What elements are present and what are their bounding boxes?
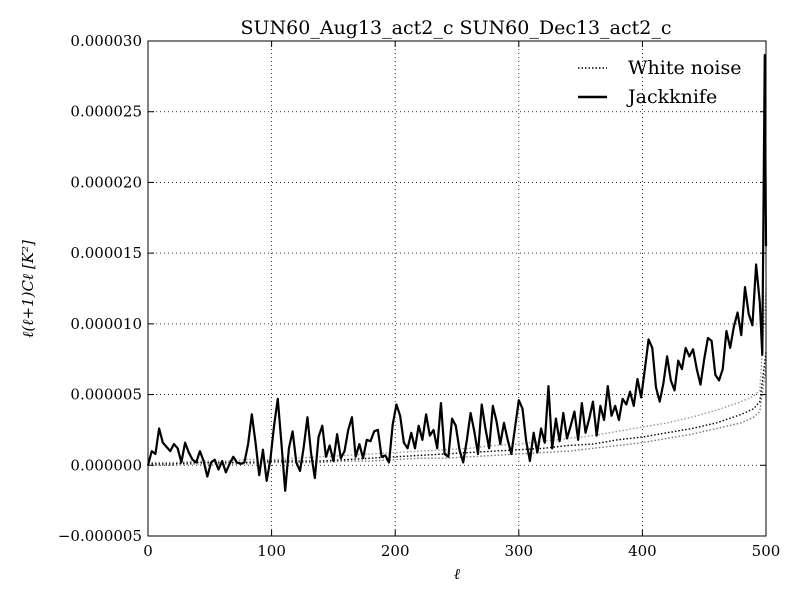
- y-tick-label: −0.000005: [58, 527, 142, 545]
- y-tick-label: 0.000000: [70, 456, 142, 474]
- y-tick-label: 0.000030: [70, 32, 142, 50]
- grid: [148, 41, 766, 536]
- legend-label: Jackknife: [626, 86, 717, 108]
- y-tick-label: 0.000025: [70, 103, 142, 121]
- y-tick-label: 0.000020: [70, 173, 142, 191]
- white-noise-series-line: [148, 366, 767, 466]
- x-tick-label: 200: [381, 542, 410, 560]
- x-tick-label: 100: [257, 542, 286, 560]
- white-noise-series-line: [148, 352, 767, 465]
- legend-label: White noise: [628, 57, 742, 79]
- y-tick-label: 0.000015: [70, 244, 142, 262]
- plot-frame: [147, 40, 767, 537]
- legend: White noise Jackknife: [578, 57, 742, 108]
- chart-title: SUN60_Aug13_act2_c SUN60_Dec13_act2_c: [241, 17, 672, 39]
- x-tick-label: 300: [504, 542, 533, 560]
- series-lines: [146, 54, 768, 492]
- jackknife-series-line: [146, 54, 768, 492]
- axis-ticks: 0 100 200 300 400 500 −0.000005 0.000000 0.00000…: [58, 32, 780, 560]
- y-tick-label: 0.000010: [70, 315, 142, 333]
- y-axis-label: ℓ(ℓ+1)Cℓ [K²]: [19, 240, 37, 338]
- y-tick-label: 0.000005: [70, 386, 142, 404]
- x-tick-label: 400: [628, 542, 657, 560]
- x-axis-label: ℓ: [454, 565, 460, 583]
- x-tick-label: 500: [752, 542, 781, 560]
- x-tick-label: 0: [143, 542, 153, 560]
